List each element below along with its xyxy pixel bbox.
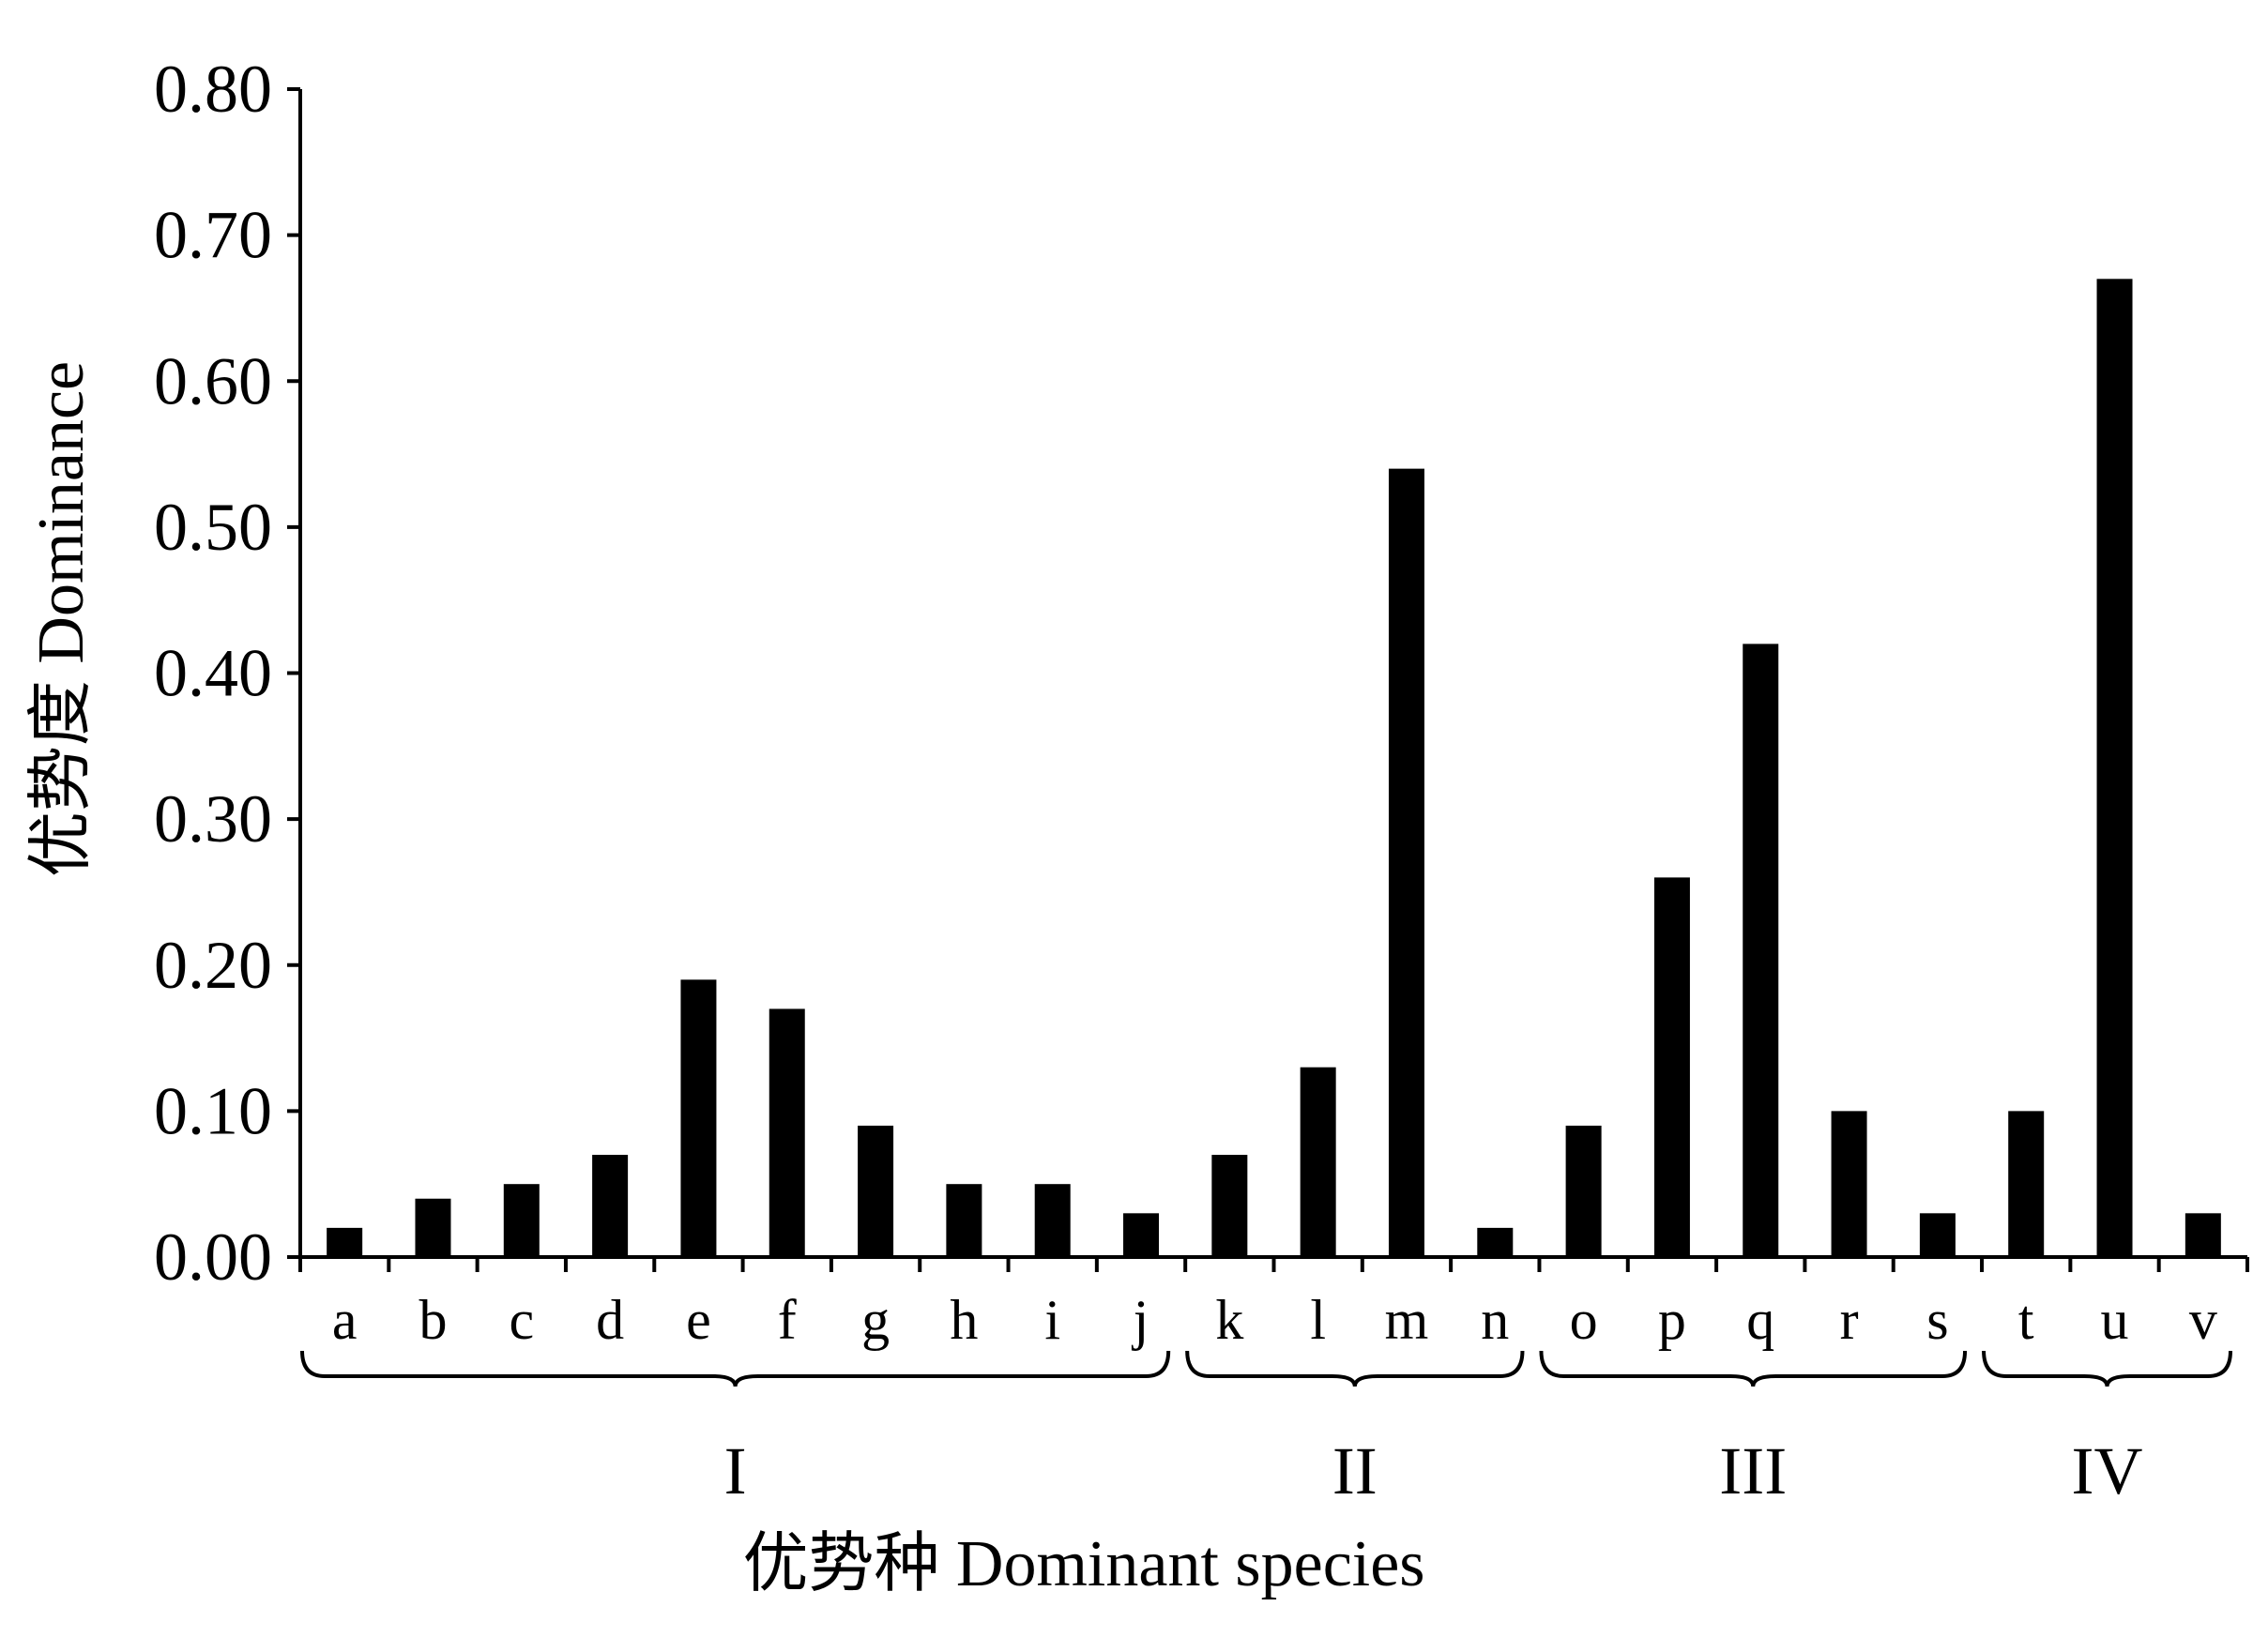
y-tick-label: 0.70 (154, 198, 272, 273)
y-axis-title: 优势度 Dominance (25, 361, 98, 877)
bar-j (1123, 1213, 1160, 1257)
bar-b (415, 1198, 451, 1257)
bar-n (1477, 1227, 1514, 1257)
y-tick-label: 0.10 (154, 1073, 272, 1148)
group-labels: I II III IV (724, 1433, 2143, 1508)
bar-d (592, 1155, 629, 1257)
group-brace-4 (1982, 1350, 2232, 1387)
category-label-u: u (2101, 1289, 2129, 1351)
bar-c (503, 1184, 540, 1257)
category-label-l: l (1310, 1289, 1326, 1351)
y-tick-label: 0.60 (154, 343, 272, 418)
bar-m (1388, 468, 1424, 1257)
category-label-d: d (596, 1289, 624, 1351)
category-label-p: p (1658, 1289, 1686, 1351)
y-tick-label: 0.50 (154, 490, 272, 565)
bar-e (680, 979, 717, 1257)
bar-q (1743, 644, 1779, 1257)
bar-k (1211, 1155, 1248, 1257)
bar-i (1034, 1184, 1071, 1257)
category-label-v: v (2189, 1289, 2217, 1351)
group-brace-2 (1185, 1350, 1525, 1387)
category-label-t: t (2018, 1289, 2034, 1351)
category-label-f: f (778, 1289, 797, 1351)
category-label-o: o (1570, 1289, 1598, 1351)
y-tick-label: 0.30 (154, 781, 272, 856)
category-label-i: i (1044, 1289, 1060, 1351)
bars (327, 279, 2221, 1257)
group-brace-3 (1539, 1350, 1968, 1387)
group-label-4: IV (2072, 1433, 2143, 1508)
bar-s (1919, 1213, 1956, 1257)
category-label-n: n (1481, 1289, 1509, 1351)
category-label-c: c (509, 1289, 534, 1351)
y-tick-label: 0.00 (154, 1220, 272, 1295)
bar-f (769, 1008, 805, 1257)
x-axis-ticks (298, 1257, 2249, 1272)
y-tick-label: 0.80 (154, 52, 272, 127)
bar-l (1300, 1067, 1336, 1257)
category-label-k: k (1215, 1289, 1243, 1351)
x-axis-title: 优势种 Dominant species (742, 1528, 1424, 1600)
bar-u (2096, 279, 2133, 1257)
group-braces (300, 1350, 2232, 1387)
group-brace-1 (300, 1350, 1171, 1387)
bar-a (327, 1227, 363, 1257)
bar-p (1653, 877, 1690, 1257)
category-label-r: r (1840, 1289, 1859, 1351)
group-label-3: III (1719, 1433, 1787, 1508)
category-label-q: q (1746, 1289, 1774, 1351)
category-label-j: j (1132, 1289, 1149, 1351)
group-label-2: II (1332, 1433, 1378, 1508)
group-label-1: I (724, 1433, 747, 1508)
bar-v (2184, 1213, 2221, 1257)
category-label-s: s (1926, 1289, 1948, 1351)
bar-o (1565, 1125, 1602, 1257)
bar-g (858, 1125, 894, 1257)
bar-h (946, 1184, 982, 1257)
bar-t (2008, 1111, 2045, 1257)
y-tick-label: 0.20 (154, 928, 272, 1003)
category-label-e: e (686, 1289, 711, 1351)
y-tick-label: 0.40 (154, 636, 272, 711)
bar-r (1831, 1111, 1867, 1257)
y-axis-ticks: 0.00 0.10 0.20 0.30 0.40 0.50 0.60 0.70 0.80 (154, 52, 300, 1295)
category-label-h: h (950, 1289, 978, 1351)
category-label-a: a (332, 1289, 358, 1351)
category-label-m: m (1385, 1289, 1429, 1351)
category-label-b: b (419, 1289, 447, 1351)
category-label-g: g (861, 1289, 890, 1351)
